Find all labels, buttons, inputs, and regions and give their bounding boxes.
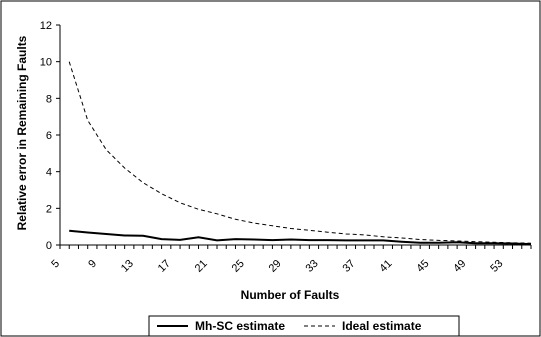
series-line-ideal: [68, 61, 532, 244]
legend-label-ideal: Ideal estimate: [342, 319, 422, 333]
y-axis-title: Relative error in Remaining Faults: [15, 35, 29, 230]
y-tick-label: 2: [46, 203, 52, 215]
y-tick-label: 6: [46, 130, 52, 142]
y-tick-label: 12: [40, 20, 52, 32]
y-tick-label: 10: [40, 57, 52, 69]
series-line-mh-sc: [69, 229, 532, 246]
y-tick-label: 4: [46, 167, 52, 179]
y-tick-label: 0: [46, 240, 52, 252]
legend: Mh-SC estimate Ideal estimate: [148, 315, 460, 337]
legend-label-mh-sc: Mh-SC estimate: [195, 319, 285, 333]
y-tick-label: 8: [46, 93, 52, 105]
x-axis-title: Number of Faults: [241, 288, 340, 302]
